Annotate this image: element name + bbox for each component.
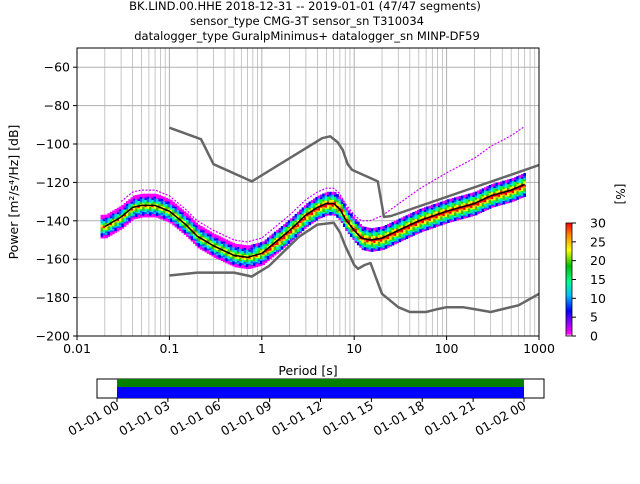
timeline-tick-label: 01-01 12 — [269, 398, 325, 439]
grid-lines — [76, 48, 539, 337]
colorbar-ticks: 0 5 10 15 20 25 30 — [572, 216, 606, 344]
colorbar-gradient — [565, 222, 573, 337]
timeline-tick-label: 01-02 00 — [472, 398, 528, 439]
mode-band-upper — [120, 126, 525, 243]
colorbar-tick-label: 30 — [590, 216, 606, 231]
colorbar-tick-label: 15 — [590, 272, 606, 287]
y-tick-label: −60 — [44, 60, 70, 75]
new-low-noise-model-line — [169, 221, 539, 314]
x-tick-label: 0.01 — [63, 341, 91, 356]
colorbar-label: [%] — [613, 184, 627, 205]
timeline-tick-label: 01-01 09 — [218, 398, 274, 439]
x-tick-label: 10 — [346, 341, 362, 356]
x-tick-label: 1000 — [523, 341, 555, 356]
mean-psd-line — [104, 183, 525, 259]
coverage-bar-bottom — [117, 387, 524, 398]
timeline-tick-label: 01-01 00 — [65, 398, 121, 439]
y-tick-label: −120 — [36, 175, 70, 190]
colorbar-tick-label: 25 — [590, 234, 606, 249]
colorbar: 0 5 10 15 20 25 30 [%] — [565, 184, 627, 344]
colorbar-tick-label: 5 — [590, 310, 598, 325]
colorbar-tick-label: 20 — [590, 253, 606, 268]
ppsd-plot: 0.01 0.1 1 10 100 1000 −200 −180 −160 −140 −120 −10… — [6, 47, 555, 378]
x-tick-label: 100 — [435, 341, 459, 356]
timeline-tick-label: 01-01 18 — [371, 398, 427, 439]
x-axis-label: Period [s] — [278, 363, 337, 378]
timeline-tick-label: 01-01 03 — [116, 398, 172, 439]
y-tick-label: −140 — [36, 213, 70, 228]
new-high-noise-model-line — [168, 126, 539, 219]
y-tick-label: −160 — [36, 252, 70, 267]
title-line-3: datalogger_type GuralpMinimus+ datalogge… — [134, 29, 480, 43]
timeline-tick-label: 01-01 15 — [320, 398, 376, 439]
ppsd-histogram — [100, 126, 526, 270]
noise-model-curves — [104, 126, 539, 314]
y-tick-label: −180 — [36, 290, 70, 305]
colorbar-tick-label: 0 — [590, 329, 598, 344]
y-tick-label: −100 — [36, 137, 70, 152]
colorbar-tick-label: 10 — [590, 291, 606, 306]
timeline-tick-label: 01-01 06 — [167, 398, 223, 439]
axis-ticks: 0.01 0.1 1 10 100 1000 −200 −180 −160 −140 −120 −10… — [36, 60, 555, 356]
timeline-tick-label: 01-01 21 — [421, 398, 477, 439]
title-line-2: sensor_type CMG-3T sensor_sn T310034 — [190, 14, 424, 28]
x-tick-label: 1 — [258, 341, 266, 356]
title-line-1: BK.LIND.00.HHE 2018-12-31 -- 2019-01-01 … — [129, 0, 481, 13]
coverage-bar-top — [117, 379, 524, 387]
x-tick-label: 0.1 — [159, 341, 179, 356]
y-tick-label: −80 — [44, 98, 70, 113]
y-axis-label: Power [m²/s⁴/Hz] [dB] — [6, 125, 21, 260]
plot-frame — [76, 47, 540, 337]
y-tick-label: −200 — [36, 329, 70, 344]
